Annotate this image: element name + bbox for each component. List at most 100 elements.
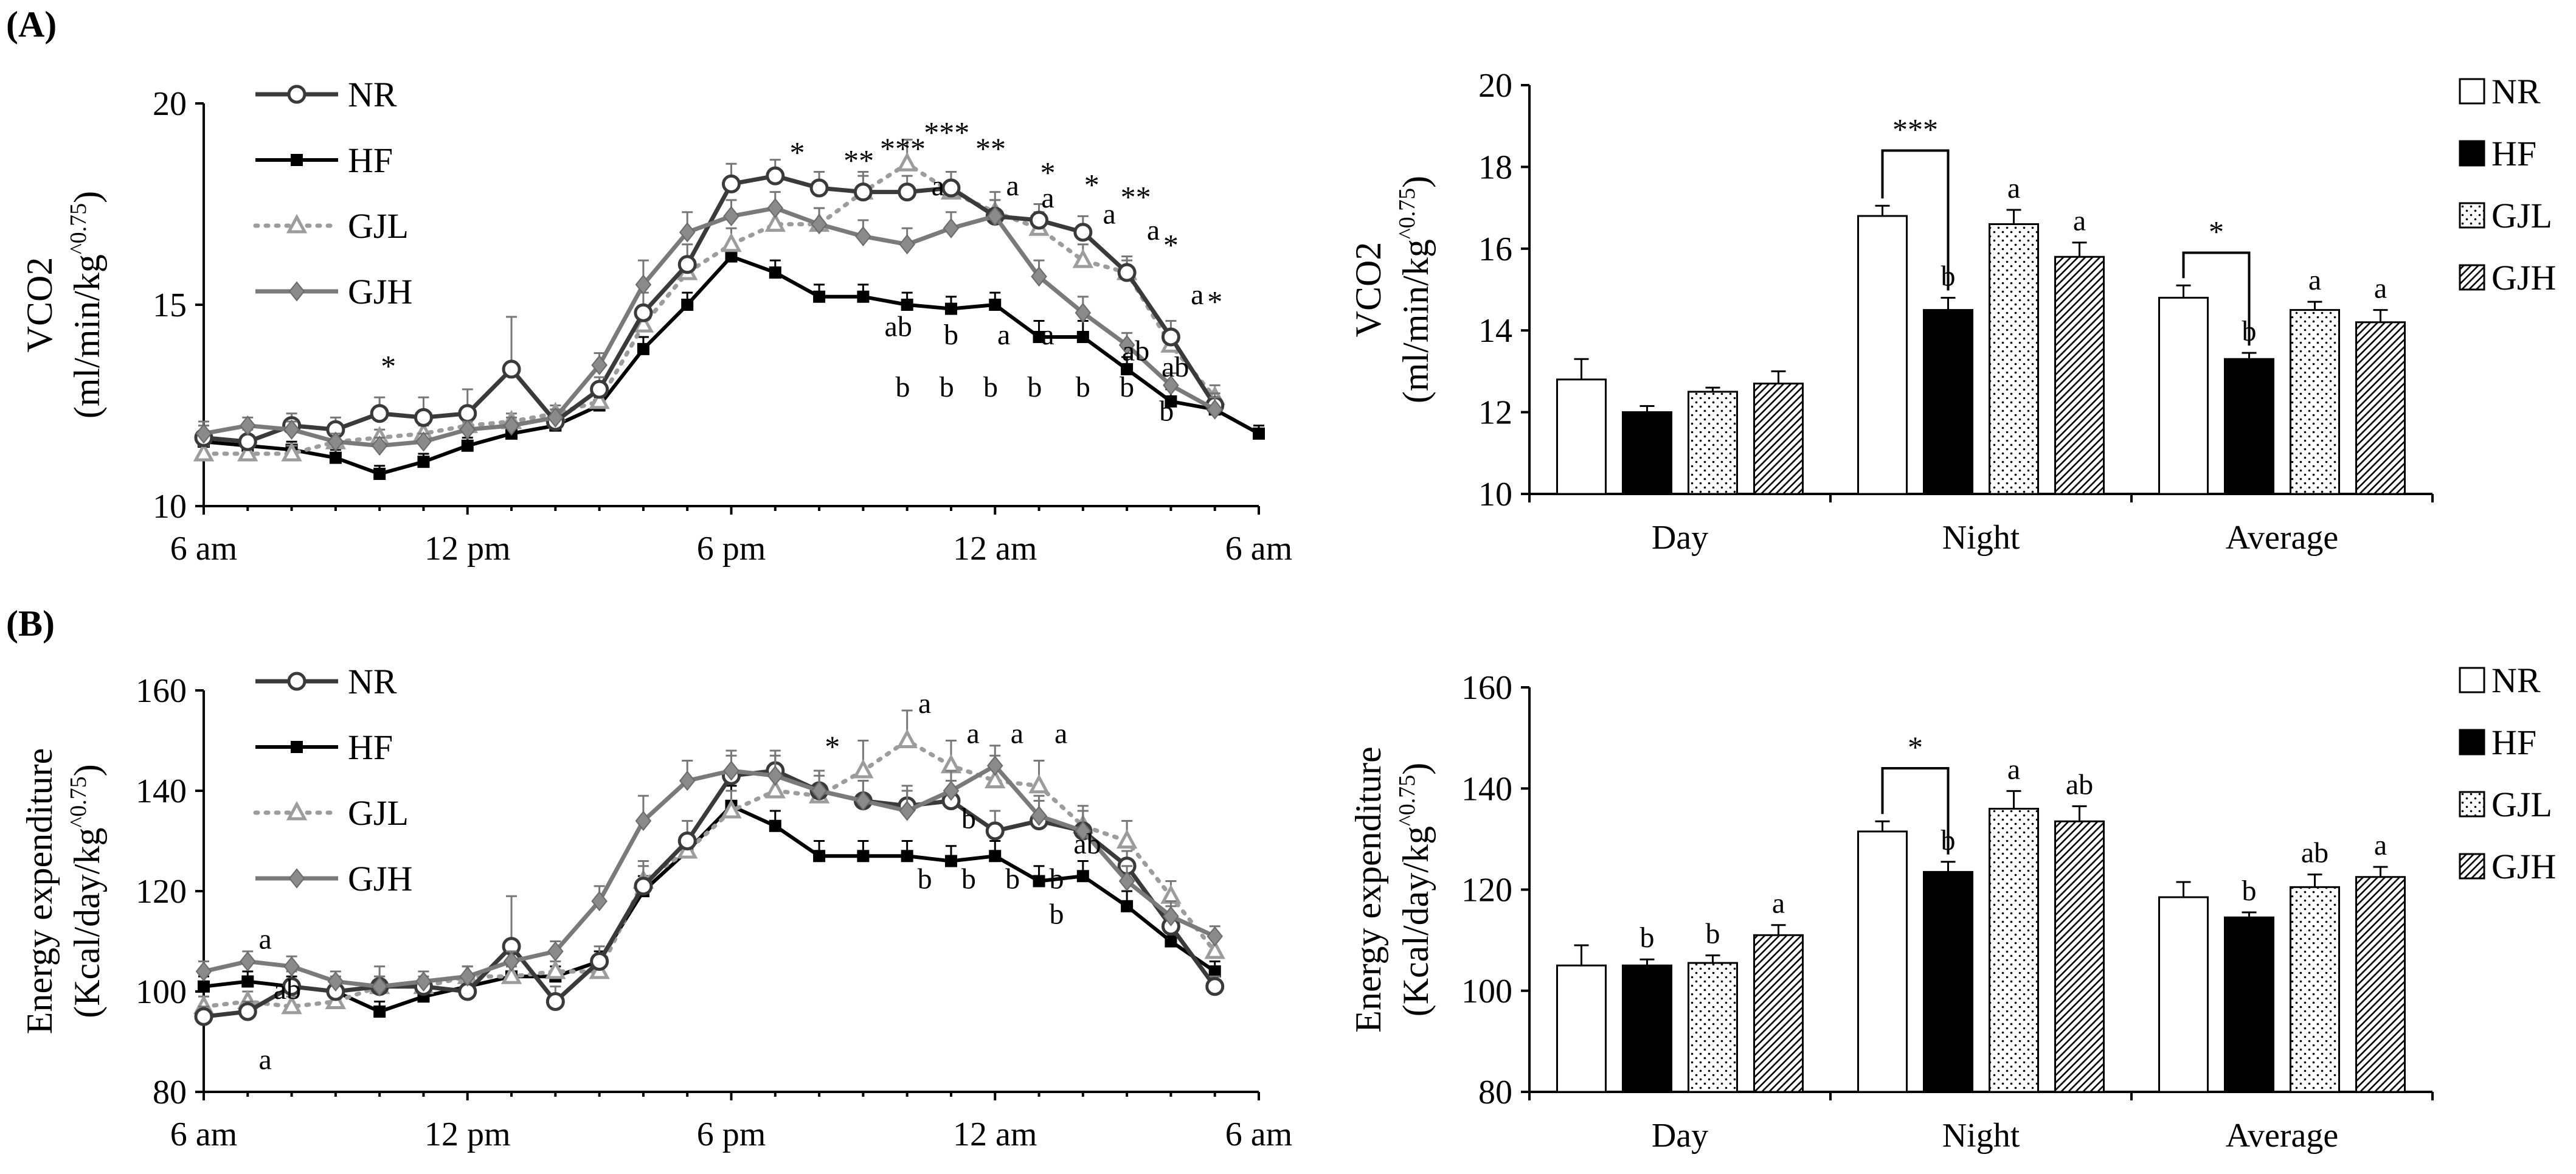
data-point-gjl [721, 232, 742, 252]
bar-hf [1923, 870, 1973, 1093]
panel-label-a: (A) [6, 4, 57, 44]
data-point-gjl [500, 965, 522, 984]
data-point-gjl [589, 389, 610, 409]
bar-series-nr [1556, 204, 2209, 495]
significance-bracket [1881, 767, 1950, 855]
data-point-gjh [635, 274, 652, 295]
data-point-hf [1033, 330, 1045, 343]
significance-letter: ab [274, 973, 301, 1006]
significance-bracket [2182, 251, 2251, 346]
data-point-hf [813, 290, 826, 303]
x-tick-label: 12 am [953, 1116, 1037, 1153]
significance-star: ** [975, 131, 1006, 165]
y-tick-label: 80 [153, 1074, 187, 1111]
significance-letter: a [1103, 198, 1116, 230]
data-point-nr [1117, 263, 1137, 282]
bar-hf [1923, 309, 1973, 495]
bar-series-gjl [1688, 209, 2340, 495]
significance-letter: b [944, 319, 958, 351]
data-point-gjl [237, 442, 258, 462]
data-point-hf [241, 975, 254, 988]
data-point-gjh [547, 941, 564, 962]
data-point-hf [1165, 935, 1177, 948]
x-tick-label: 6 am [1225, 1116, 1292, 1153]
data-point-gjh [503, 415, 520, 436]
data-point-nr [985, 821, 1005, 841]
bar-series-gjl [1688, 790, 2340, 1093]
data-point-hf [989, 299, 1002, 311]
y-tick-label: 160 [136, 672, 187, 710]
bar-series-hf [1622, 861, 2274, 1093]
legend-swatch-gjl [2459, 791, 2485, 818]
data-point-hf [681, 299, 694, 311]
panel-label-b: (B) [6, 603, 55, 644]
legend-swatch-nr [2459, 78, 2485, 105]
data-point-hf [1165, 395, 1177, 408]
category-label: Average [2226, 519, 2339, 557]
y-tick-label: 100 [1461, 973, 1512, 1010]
y-tick-label: 120 [136, 873, 187, 911]
data-point-gjh [415, 431, 432, 452]
series-gjh [195, 745, 1223, 997]
significance-letter: ab [1122, 335, 1149, 367]
category-label: Day [1652, 519, 1708, 557]
data-point-hf [198, 980, 210, 993]
bar-gjh [1753, 934, 1804, 1093]
series-line-hf [203, 804, 1216, 1014]
significance-star: ** [1121, 179, 1151, 214]
data-point-gjh [503, 951, 520, 972]
data-point-gjh [283, 956, 300, 977]
data-point-hf [1253, 427, 1265, 440]
significance-star: *** [880, 131, 926, 165]
significance-star: * [1207, 284, 1222, 318]
y-tick-label: 140 [1461, 770, 1512, 808]
significance-star: * [1908, 730, 1923, 764]
significance-star: ** [843, 144, 874, 178]
significance-letter: a [1147, 214, 1160, 246]
legend: NR HF GJL GJH [2459, 661, 2556, 886]
legend-marker-gjl [286, 801, 308, 821]
legend-label-gjh: GJH [348, 272, 412, 311]
bar-nr [1857, 215, 1908, 495]
legend-label-gjl: GJL [2491, 196, 2552, 235]
y-tick-label: 16 [1478, 231, 1512, 268]
y-tick-label: 12 [1478, 394, 1512, 432]
significance-star: *** [1892, 113, 1938, 147]
category-label: Day [1652, 1117, 1708, 1155]
bar-hf [1622, 411, 1672, 495]
data-point-gjh [327, 971, 344, 992]
legend-label-hf: HF [2491, 723, 2536, 762]
data-point-nr [590, 380, 609, 399]
data-point-nr [853, 182, 873, 202]
data-point-gjh [679, 222, 696, 243]
legend-marker-nr [287, 672, 306, 691]
data-point-gjh [1163, 375, 1179, 396]
data-point-gjh [459, 966, 476, 987]
significance-letter: a [918, 687, 931, 720]
legend-label-nr: NR [2491, 72, 2541, 111]
data-point-hf [901, 850, 913, 863]
series-gjh [195, 191, 1223, 456]
x-tick-label: 6 am [170, 1116, 237, 1153]
data-point-gjl [721, 799, 742, 819]
significance-star: * [1040, 156, 1056, 190]
data-point-gjh [547, 407, 564, 428]
significance-letter: a [2374, 273, 2387, 305]
significance-letter: ab [1073, 828, 1101, 860]
data-point-gjh [1118, 870, 1135, 892]
significance-letter: a [1191, 279, 1203, 311]
y-tick-label: 80 [1478, 1074, 1512, 1111]
bar-hf [2224, 358, 2274, 495]
category-label: Night [1942, 1117, 2020, 1155]
data-point-gjl [193, 442, 215, 462]
data-point-gjh [855, 226, 871, 247]
significance-letter: b [961, 803, 976, 835]
data-point-nr [545, 992, 565, 1011]
data-point-hf [461, 439, 474, 452]
significance-letter: ab [885, 311, 912, 343]
data-point-hf [813, 850, 826, 863]
significance-letter: ab [2066, 768, 2093, 801]
data-point-gjh [899, 801, 915, 821]
bar-gjh [2355, 876, 2406, 1093]
